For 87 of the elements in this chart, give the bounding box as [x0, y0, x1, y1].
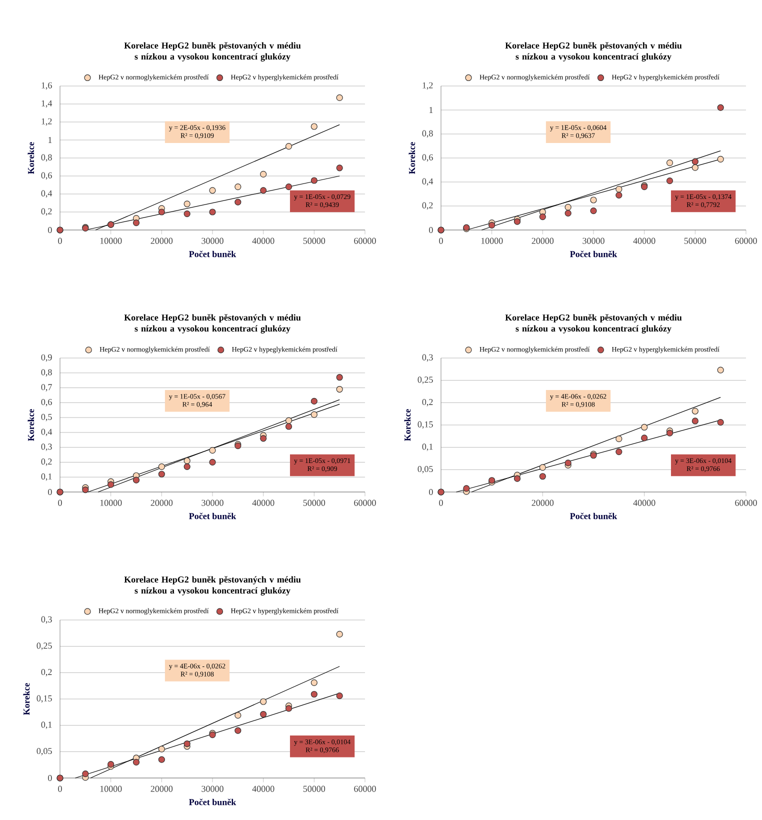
x-tick-label: 60000: [354, 500, 376, 506]
y-tick-label: 0,7: [41, 384, 52, 392]
y-tick-label: 0,15: [36, 695, 52, 703]
y-tick-label: 0: [429, 226, 433, 234]
y-tick-label: 0,5: [41, 414, 52, 422]
y-tick-label: 1: [48, 137, 52, 143]
x-tick-label: 30000: [202, 238, 224, 244]
x-tick-label: 50000: [303, 786, 326, 792]
y-tick-label: 0,2: [422, 398, 433, 406]
x-tick-label: 40000: [252, 238, 274, 244]
x-tick-label: 0: [58, 238, 62, 244]
y-tick-label: 0,8: [422, 130, 433, 138]
x-tick-label: 40000: [633, 238, 656, 244]
y-axis-title: Korekce: [28, 142, 34, 174]
chart-title: Korelace HepG2 buněk pěstovaných v médiu s nízkou a vysokou koncentrací glukózy: [505, 314, 682, 334]
x-tick-label: 40000: [252, 786, 274, 792]
y-tick-label: 1,2: [422, 82, 433, 90]
x-axis-title: Počet buněk: [570, 250, 618, 258]
x-tick-label: 60000: [735, 238, 757, 244]
y-tick-label: 0,2: [41, 668, 52, 676]
x-tick-label: 0: [439, 238, 443, 244]
x-axis-title: Počet buněk: [189, 512, 236, 520]
y-tick-label: 0,25: [36, 642, 52, 650]
x-axis-title: Počet buněk: [570, 512, 618, 520]
x-axis-title: Počet buněk: [189, 798, 236, 806]
x-tick-label: 10000: [100, 786, 122, 792]
y-tick-label: 0,3: [41, 444, 52, 452]
x-tick-label: 50000: [303, 238, 326, 244]
x-tick-label: 60000: [354, 786, 376, 792]
x-tick-label: 20000: [150, 786, 173, 792]
y-tick-label: 0,05: [418, 466, 433, 474]
y-axis-title: Korekce: [408, 142, 416, 174]
y-tick-label: 0,2: [41, 458, 52, 466]
y-tick-label: 0,3: [422, 354, 433, 362]
x-tick-label: 30000: [202, 500, 224, 506]
y-tick-label: 1,2: [42, 118, 52, 126]
y-tick-label: 0,3: [41, 616, 52, 624]
y-tick-label: 0,15: [418, 421, 433, 429]
y-axis-title: Korekce: [404, 409, 411, 442]
y-tick-label: 1,4: [42, 100, 52, 108]
y-tick-label: 1: [429, 107, 433, 113]
y-tick-label: 0,05: [36, 748, 52, 756]
y-tick-label: 0,6: [422, 154, 433, 162]
x-tick-label: 10000: [100, 238, 122, 244]
y-axis-title: Korekce: [23, 683, 30, 715]
x-axis-title: Počet buněk: [189, 250, 236, 258]
y-tick-label: 1,6: [42, 82, 52, 90]
chart-title: Korelace HepG2 buněk pěstovaných v médiu s nízkou a vysokou koncentrací glukózy: [505, 42, 682, 62]
x-tick-label: 20000: [532, 500, 554, 506]
y-tick-label: 0,6: [41, 172, 52, 180]
y-tick-label: 0,2: [422, 202, 433, 210]
x-tick-label: 0: [58, 786, 62, 792]
chart-title: Korelace HepG2 buněk pěstovaných v médiu s nízkou a vysokou koncentrací glukózy: [124, 314, 301, 334]
y-tick-label: 0,9: [41, 354, 52, 362]
y-tick-label: 0,8: [41, 154, 52, 162]
y-tick-label: 0,2: [41, 208, 52, 216]
x-tick-label: 30000: [202, 786, 224, 792]
x-tick-label: 50000: [684, 238, 706, 244]
y-tick-label: 0,6: [41, 398, 52, 406]
y-tick-label: 0: [48, 488, 52, 496]
chart-title: Korelace HepG2 buněk pěstovaných v médiu s nízkou a vysokou koncentrací glukózy: [124, 576, 301, 596]
y-tick-label: 0,8: [41, 369, 52, 377]
x-tick-label: 60000: [354, 238, 376, 244]
x-tick-label: 20000: [150, 500, 173, 506]
x-tick-label: 10000: [481, 238, 503, 244]
y-tick-label: 0,25: [418, 376, 433, 384]
x-tick-label: 10000: [100, 500, 122, 506]
y-tick-label: 0: [48, 774, 52, 782]
y-tick-label: 0: [48, 226, 52, 234]
y-axis-title: Korekce: [28, 409, 34, 442]
x-tick-label: 60000: [735, 500, 757, 506]
y-tick-label: 0,4: [422, 178, 434, 186]
y-tick-label: 0,1: [41, 722, 52, 730]
y-tick-label: 0,4: [41, 428, 52, 436]
y-tick-label: 0,4: [41, 190, 52, 198]
x-tick-label: 0: [439, 500, 443, 506]
x-tick-label: 30000: [582, 238, 604, 244]
x-tick-label: 20000: [150, 238, 173, 244]
x-tick-label: 0: [58, 500, 62, 506]
x-tick-label: 20000: [532, 238, 554, 244]
y-tick-label: 0,1: [41, 473, 52, 481]
y-tick-label: 0: [429, 488, 433, 496]
y-tick-label: 0,1: [422, 444, 433, 452]
x-tick-label: 40000: [252, 500, 274, 506]
x-tick-label: 40000: [633, 500, 656, 506]
x-tick-label: 50000: [303, 500, 326, 506]
chart-title: Korelace HepG2 buněk pěstovaných v médiu s nízkou a vysokou koncentrací glukózy: [124, 42, 301, 62]
